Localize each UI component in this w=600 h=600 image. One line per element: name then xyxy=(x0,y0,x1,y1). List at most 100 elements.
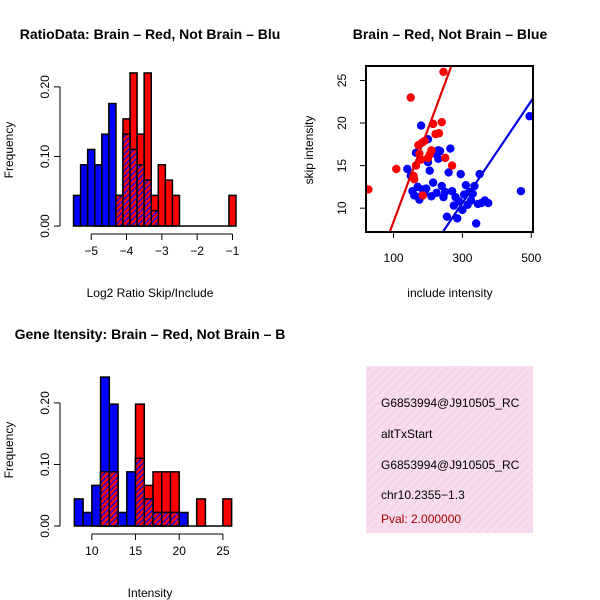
x-tick-label: −4 xyxy=(120,244,134,258)
scatter-ylabel: skip intensity xyxy=(302,116,316,185)
blue-point xyxy=(461,180,471,190)
blue-bar xyxy=(108,102,117,227)
y-tick-label: 0.00 xyxy=(38,214,52,238)
y-tick-label: 20 xyxy=(335,116,349,130)
x-tick-label: 10 xyxy=(85,544,99,558)
blue-bar xyxy=(72,194,82,227)
red-point xyxy=(437,117,446,127)
blue-bar xyxy=(126,471,137,527)
blue-point xyxy=(471,219,481,228)
info-panel-background xyxy=(366,366,533,533)
blue-bar xyxy=(101,133,110,227)
blue-point xyxy=(453,214,462,223)
x-tick-label: −1 xyxy=(226,244,240,258)
x-tick-label: −5 xyxy=(84,244,98,258)
blue-fit-line xyxy=(441,97,533,232)
blue-point xyxy=(440,187,450,197)
info-line-1: G6853994@J910505_RC xyxy=(381,396,520,410)
pval-text: Pval: 2.000000 xyxy=(381,512,461,526)
x-tick-label: 100 xyxy=(384,251,404,265)
red-fit-line xyxy=(388,66,453,232)
red-point xyxy=(406,93,415,102)
intensity-scatter: Brain – Red, Not Brain – Blue 100 300 500 1… xyxy=(302,26,547,300)
blue-point xyxy=(428,178,438,187)
blue-bar xyxy=(73,498,84,527)
info-line-2: altTxStart xyxy=(381,427,433,441)
x-tick-label: 20 xyxy=(173,544,187,558)
y-tick-label: 0.20 xyxy=(38,391,52,415)
blue-point xyxy=(525,112,533,121)
red-point xyxy=(439,67,448,77)
blue-point xyxy=(446,144,455,153)
ratio-histogram: RatioData: Brain – Red, Not Brain – Blu … xyxy=(2,26,280,300)
blue-bar xyxy=(82,511,93,527)
y-tick-label: 10 xyxy=(335,201,349,215)
intensity-histogram-title: Gene Itensity: Brain – Red, Not Brain – … xyxy=(15,326,286,342)
x-tick-label: −3 xyxy=(155,244,169,258)
y-tick-label: 0.10 xyxy=(38,144,52,168)
overlap-bar xyxy=(122,133,131,227)
blue-point xyxy=(432,188,441,198)
overlap-bar xyxy=(169,511,180,527)
red-bar xyxy=(228,194,237,227)
red-bar xyxy=(222,498,233,527)
blue-point xyxy=(466,196,476,205)
info-panel: G6853994@J910505_RC altTxStart G6853994@… xyxy=(366,366,533,533)
overlap-bar xyxy=(108,471,119,527)
y-tick-label: 0.20 xyxy=(38,75,52,99)
red-point xyxy=(366,185,373,194)
blue-point xyxy=(516,186,526,196)
info-line-4: chr10.2355−1.3 xyxy=(381,488,465,502)
overlap-bar xyxy=(152,511,163,527)
y-tick-label: 25 xyxy=(335,73,349,87)
red-point xyxy=(418,191,428,200)
red-bar xyxy=(164,179,174,227)
ratio-histogram-ylabel: Frequency xyxy=(2,122,16,179)
red-point xyxy=(440,153,450,163)
x-tick-label: 300 xyxy=(452,251,472,265)
x-tick-label: 500 xyxy=(521,251,541,265)
overlap-bar xyxy=(115,194,124,227)
scatter-plot-frame xyxy=(365,65,534,233)
y-tick-label: 15 xyxy=(335,159,349,173)
blue-bar xyxy=(178,511,189,527)
overlap-bar xyxy=(129,148,138,227)
blue-point xyxy=(425,166,434,175)
red-point xyxy=(410,175,419,184)
overlap-bar xyxy=(136,164,145,227)
x-tick-label: 15 xyxy=(129,544,143,558)
ratio-histogram-xlabel: Log2 Ratio Skip/Include xyxy=(87,286,214,300)
red-bar xyxy=(171,194,181,227)
overlap-bar xyxy=(143,498,154,527)
ratio-histogram-title: RatioData: Brain – Red, Not Brain – Blu xyxy=(20,26,281,42)
blue-bar xyxy=(86,148,96,227)
y-tick-label: 0.00 xyxy=(38,514,52,538)
intensity-histogram-ylabel: Frequency xyxy=(2,422,16,479)
blue-point xyxy=(456,169,465,179)
red-bar xyxy=(157,164,167,227)
scatter-xlabel: include intensity xyxy=(407,286,492,300)
red-point xyxy=(392,164,401,174)
red-bar xyxy=(195,498,207,527)
blue-bar xyxy=(117,511,128,527)
red-point xyxy=(434,129,444,138)
red-point xyxy=(427,146,436,155)
blue-point xyxy=(422,184,431,193)
scatter-plot-area xyxy=(366,66,533,232)
blue-bar xyxy=(91,484,102,527)
overlap-bar xyxy=(143,179,152,227)
overlap-bar xyxy=(99,471,111,527)
x-tick-label: 25 xyxy=(216,544,230,558)
blue-bar xyxy=(93,164,103,227)
blue-point xyxy=(416,121,426,130)
blue-point xyxy=(444,168,453,177)
x-tick-label: −2 xyxy=(190,244,204,258)
overlap-bar xyxy=(134,457,146,527)
blue-point xyxy=(442,212,452,221)
blue-point xyxy=(403,164,412,174)
blue-point xyxy=(434,154,443,163)
red-point xyxy=(447,161,457,170)
info-line-3: G6853994@J910505_RC xyxy=(381,458,520,472)
blue-bar xyxy=(79,164,89,227)
